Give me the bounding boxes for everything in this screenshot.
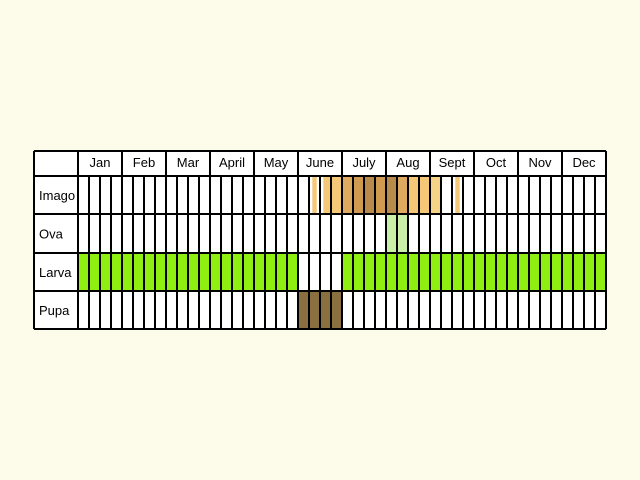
stage-segment-imago-4 xyxy=(364,177,375,213)
stage-segment-imago-10 xyxy=(455,177,460,213)
month-label-aug: Aug xyxy=(396,155,419,170)
stage-label-pupa: Pupa xyxy=(39,303,70,318)
month-label-july: July xyxy=(352,155,376,170)
month-label-may: May xyxy=(264,155,289,170)
stage-segment-imago-5 xyxy=(375,177,386,213)
stage-label-larva: Larva xyxy=(39,265,72,280)
month-label-jan: Jan xyxy=(90,155,111,170)
stage-label-ova: Ova xyxy=(39,227,64,242)
month-label-feb: Feb xyxy=(133,155,155,170)
stage-segment-imago-7 xyxy=(397,177,408,213)
month-label-sept: Sept xyxy=(439,155,466,170)
month-label-nov: Nov xyxy=(528,155,552,170)
stage-segment-imago-2 xyxy=(342,177,353,213)
month-label-dec: Dec xyxy=(572,155,596,170)
stage-segment-imago-1 xyxy=(323,177,342,213)
stage-segment-imago-3 xyxy=(353,177,364,213)
stage-segment-imago-6 xyxy=(386,177,397,213)
month-label-oct: Oct xyxy=(486,155,507,170)
month-label-mar: Mar xyxy=(177,155,200,170)
month-label-april: April xyxy=(219,155,245,170)
stage-label-imago: Imago xyxy=(39,188,75,203)
stage-segment-imago-9 xyxy=(430,177,441,213)
stage-segment-imago-0 xyxy=(312,177,317,213)
month-label-june: June xyxy=(306,155,334,170)
